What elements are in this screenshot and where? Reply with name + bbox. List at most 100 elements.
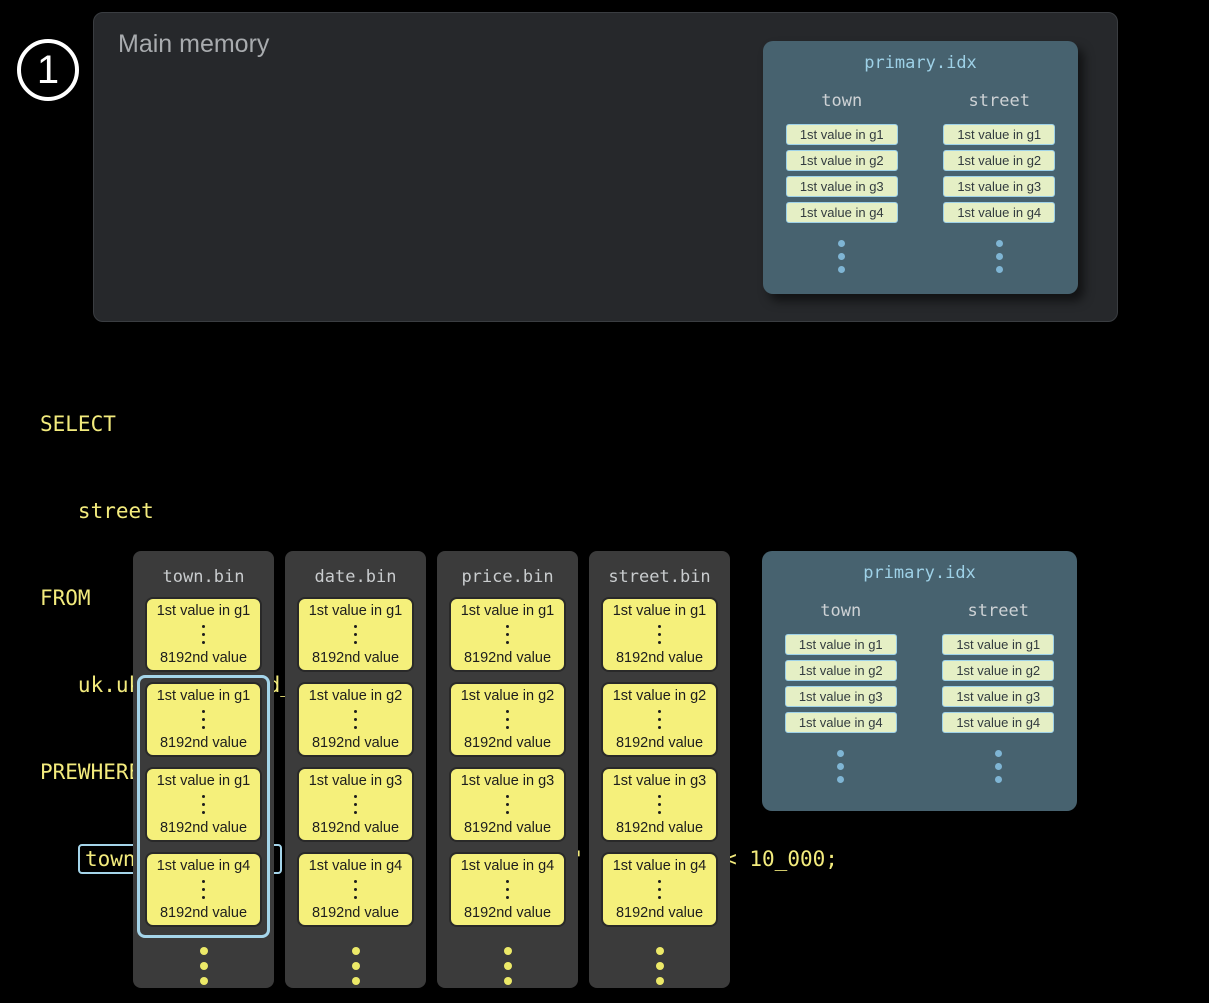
ellipsis-icon	[505, 708, 510, 732]
sql-line: SELECT	[40, 412, 116, 436]
index-column-street: street 1st value in g1 1st value in g2 1…	[920, 601, 1078, 786]
index-entry: 1st value in g2	[943, 150, 1056, 171]
sql-line: PREWHERE	[40, 760, 142, 784]
index-entry: 1st value in g1	[784, 634, 897, 655]
index-entry: 1st value in g3	[942, 686, 1055, 707]
primary-index-title: primary.idx	[863, 563, 976, 583]
granule-last-value: 8192nd value	[463, 820, 552, 836]
ellipsis-icon	[589, 943, 730, 988]
step-1-label: 1	[36, 47, 60, 92]
ellipsis-icon	[437, 943, 578, 988]
granule-first-value: 1st value in g1	[156, 603, 251, 619]
main-memory-title: Main memory	[118, 30, 270, 58]
granule-last-value: 8192nd value	[311, 905, 400, 921]
ellipsis-icon	[353, 623, 358, 647]
primary-index-top: primary.idx town 1st value in g1 1st val…	[763, 41, 1078, 294]
granule-last-value: 8192nd value	[615, 905, 704, 921]
ellipsis-icon	[133, 943, 274, 988]
index-column-header: street	[967, 601, 1029, 621]
granule: 1st value in g1 8192nd value	[145, 597, 262, 672]
bin-title: town.bin	[162, 567, 245, 587]
bin-title: date.bin	[314, 567, 397, 587]
granule-last-value: 8192nd value	[159, 820, 248, 836]
sql-line: street	[40, 499, 154, 523]
granule: 1st value in g2 8192nd value	[297, 682, 414, 757]
ellipsis-icon	[201, 793, 206, 817]
granule: 1st value in g1 8192nd value	[145, 767, 262, 842]
granule-last-value: 8192nd value	[159, 735, 248, 751]
granule: 1st value in g4 8192nd value	[297, 852, 414, 927]
granule-last-value: 8192nd value	[159, 905, 248, 921]
granule-last-value: 8192nd value	[311, 820, 400, 836]
ellipsis-icon	[201, 623, 206, 647]
granule-first-value: 1st value in g1	[612, 603, 707, 619]
granule-first-value: 1st value in g4	[460, 858, 555, 874]
granule-first-value: 1st value in g4	[156, 858, 251, 874]
granule-first-value: 1st value in g1	[156, 773, 251, 789]
granule-last-value: 8192nd value	[463, 905, 552, 921]
granule-last-value: 8192nd value	[463, 735, 552, 751]
granule: 1st value in g2 8192nd value	[449, 682, 566, 757]
index-entry: 1st value in g4	[942, 712, 1055, 733]
index-entry: 1st value in g4	[784, 712, 897, 733]
ellipsis-icon	[201, 878, 206, 902]
granule-first-value: 1st value in g3	[460, 773, 555, 789]
granule-last-value: 8192nd value	[615, 650, 704, 666]
ellipsis-icon	[657, 623, 662, 647]
granule: 1st value in g3 8192nd value	[601, 767, 718, 842]
ellipsis-icon	[353, 878, 358, 902]
ellipsis-icon	[657, 793, 662, 817]
granule: 1st value in g1 8192nd value	[449, 597, 566, 672]
granule-first-value: 1st value in g2	[612, 688, 707, 704]
step-1-badge: 1	[17, 39, 79, 101]
granule: 1st value in g1 8192nd value	[601, 597, 718, 672]
primary-index-columns: town 1st value in g1 1st value in g2 1st…	[763, 91, 1078, 276]
granule-first-value: 1st value in g1	[460, 603, 555, 619]
granule-first-value: 1st value in g4	[612, 858, 707, 874]
index-column-town: town 1st value in g1 1st value in g2 1st…	[763, 91, 921, 276]
granule-last-value: 8192nd value	[159, 650, 248, 666]
ellipsis-icon	[838, 237, 846, 276]
bin-column-street: street.bin 1st value in g1 8192nd value …	[589, 551, 730, 988]
granule: 1st value in g3 8192nd value	[449, 767, 566, 842]
granule-last-value: 8192nd value	[311, 735, 400, 751]
granule-first-value: 1st value in g4	[308, 858, 403, 874]
index-entry: 1st value in g2	[785, 150, 898, 171]
index-entry: 1st value in g4	[785, 202, 898, 223]
granule-last-value: 8192nd value	[615, 820, 704, 836]
primary-index-title: primary.idx	[864, 53, 977, 73]
index-entry: 1st value in g1	[942, 634, 1055, 655]
primary-index-columns: town 1st value in g1 1st value in g2 1st…	[762, 601, 1077, 786]
ellipsis-icon	[995, 237, 1003, 276]
ellipsis-icon	[657, 708, 662, 732]
granule-last-value: 8192nd value	[615, 735, 704, 751]
granule-first-value: 1st value in g1	[308, 603, 403, 619]
ellipsis-icon	[201, 708, 206, 732]
index-entry: 1st value in g2	[784, 660, 897, 681]
index-column-town: town 1st value in g1 1st value in g2 1st…	[762, 601, 920, 786]
selected-granules-box	[137, 675, 270, 938]
granule: 1st value in g1 8192nd value	[297, 597, 414, 672]
granule: 1st value in g4 8192nd value	[145, 852, 262, 927]
ellipsis-icon	[657, 878, 662, 902]
granule-first-value: 1st value in g1	[156, 688, 251, 704]
index-column-street: street 1st value in g1 1st value in g2 1…	[921, 91, 1079, 276]
index-entry: 1st value in g3	[784, 686, 897, 707]
ellipsis-icon	[505, 878, 510, 902]
granule-first-value: 1st value in g2	[460, 688, 555, 704]
ellipsis-icon	[353, 793, 358, 817]
bin-title: price.bin	[461, 567, 554, 587]
granule: 1st value in g2 8192nd value	[601, 682, 718, 757]
granule: 1st value in g1 8192nd value	[145, 682, 262, 757]
main-memory-panel: Main memory primary.idx town 1st value i…	[93, 12, 1118, 322]
granule-first-value: 1st value in g3	[612, 773, 707, 789]
index-column-header: street	[968, 91, 1030, 111]
granule-first-value: 1st value in g2	[308, 688, 403, 704]
bin-column-date: date.bin 1st value in g1 8192nd value 1s…	[285, 551, 426, 988]
sql-indent	[40, 847, 78, 871]
index-entry: 1st value in g3	[943, 176, 1056, 197]
ellipsis-icon	[505, 793, 510, 817]
primary-index-bottom: primary.idx town 1st value in g1 1st val…	[762, 551, 1077, 811]
ellipsis-icon	[285, 943, 426, 988]
